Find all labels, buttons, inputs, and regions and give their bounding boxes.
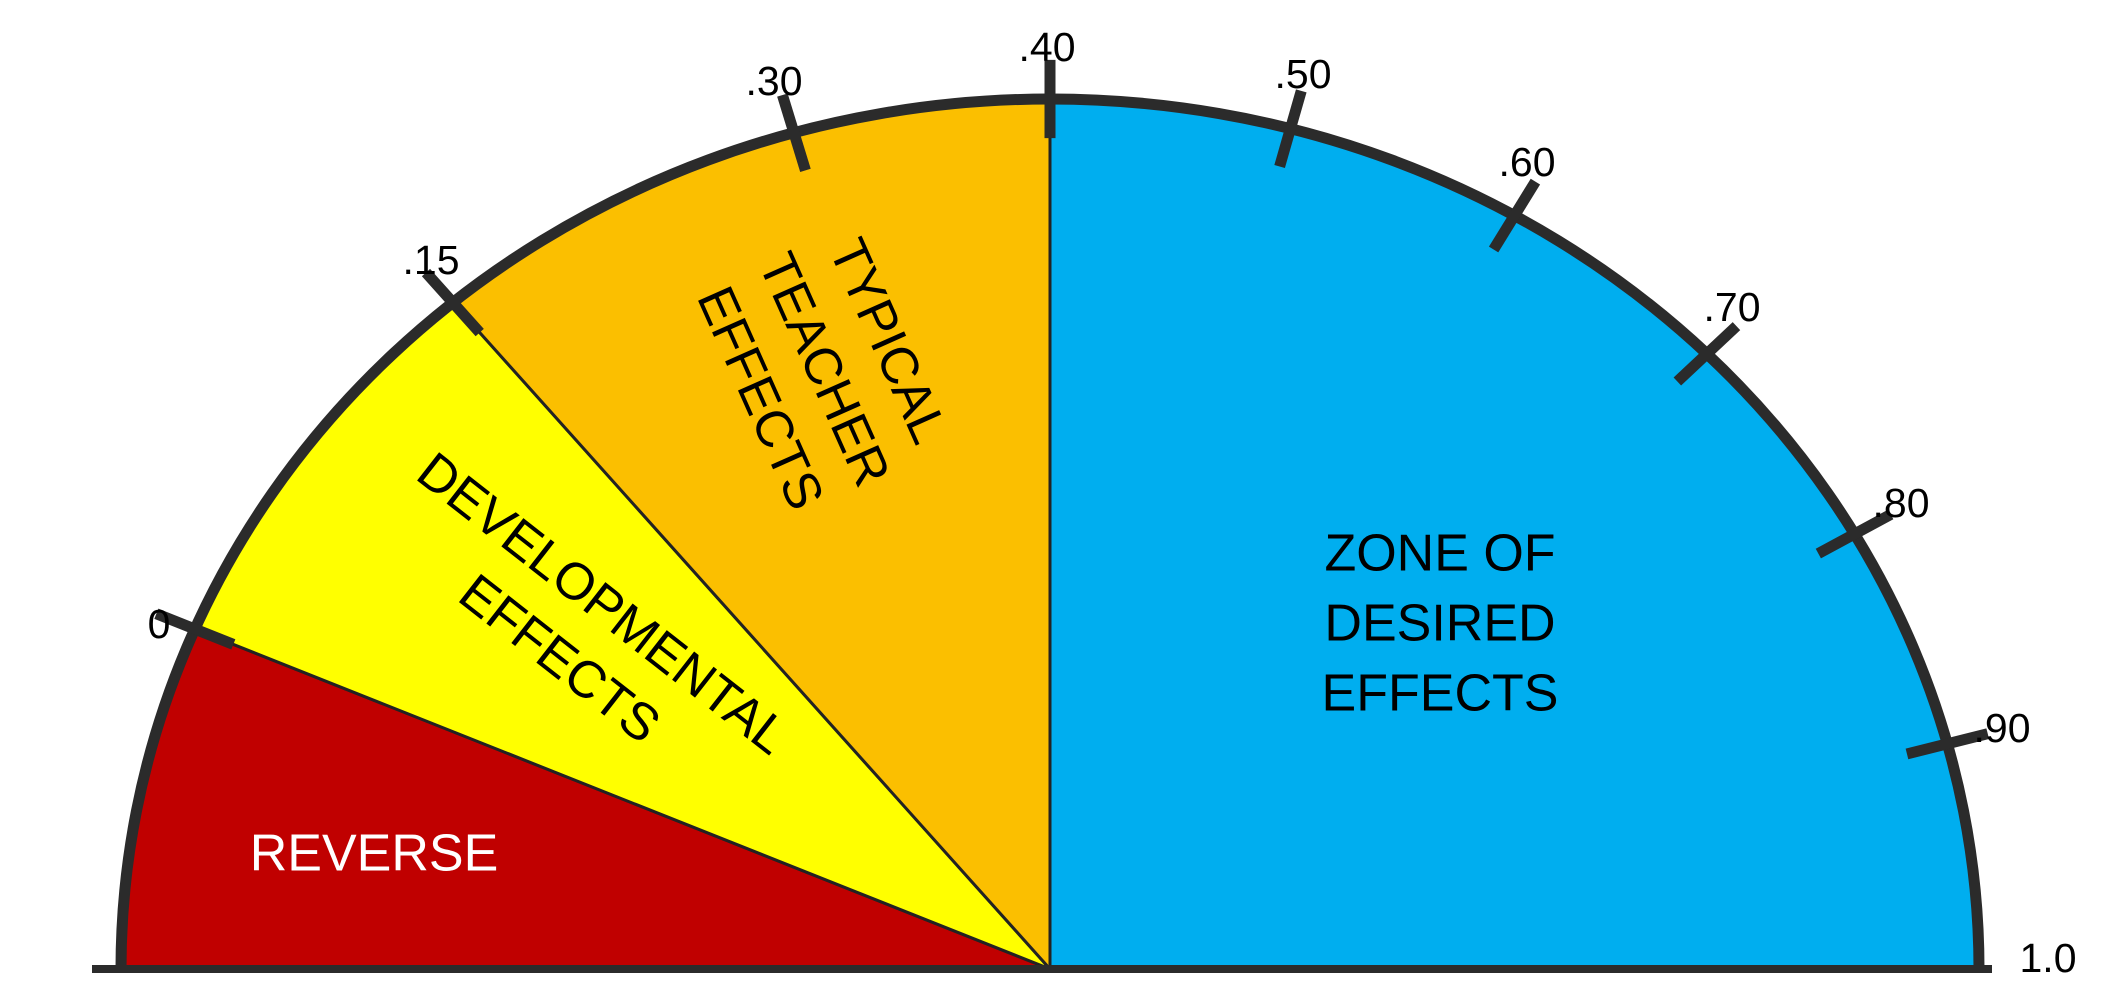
zone-label-line: REVERSE bbox=[250, 825, 499, 883]
tick-label: .80 bbox=[1873, 480, 1930, 526]
zone-label: ZONE OF DESIRED EFFECTS bbox=[1322, 525, 1559, 723]
tick-label: .15 bbox=[403, 237, 460, 283]
tick-mark bbox=[1673, 322, 1741, 386]
zone-label-line: ZONE OF bbox=[1324, 525, 1555, 583]
zone-label: REVERSE bbox=[250, 825, 499, 883]
tick-label: .60 bbox=[1499, 139, 1556, 185]
tick-mark bbox=[421, 268, 484, 337]
tick-label: .50 bbox=[1275, 51, 1332, 97]
tick-label: .90 bbox=[1974, 705, 2031, 751]
tick-mark bbox=[1815, 509, 1894, 559]
tick-label: .40 bbox=[1019, 24, 1076, 70]
tick-mark bbox=[1488, 178, 1541, 253]
zone-label-line: EFFECTS bbox=[1322, 665, 1559, 723]
tick-mark bbox=[1905, 728, 1990, 760]
tick-label: .30 bbox=[746, 58, 803, 104]
tick-label: .70 bbox=[1704, 284, 1761, 330]
tick-label: 1.0 bbox=[2020, 935, 2077, 981]
tick-mark bbox=[154, 608, 236, 650]
zone-label-line: DESIRED bbox=[1324, 595, 1555, 653]
tick-label: 0 bbox=[148, 601, 171, 647]
tick-mark bbox=[1274, 89, 1307, 168]
tick-mark bbox=[777, 93, 811, 172]
